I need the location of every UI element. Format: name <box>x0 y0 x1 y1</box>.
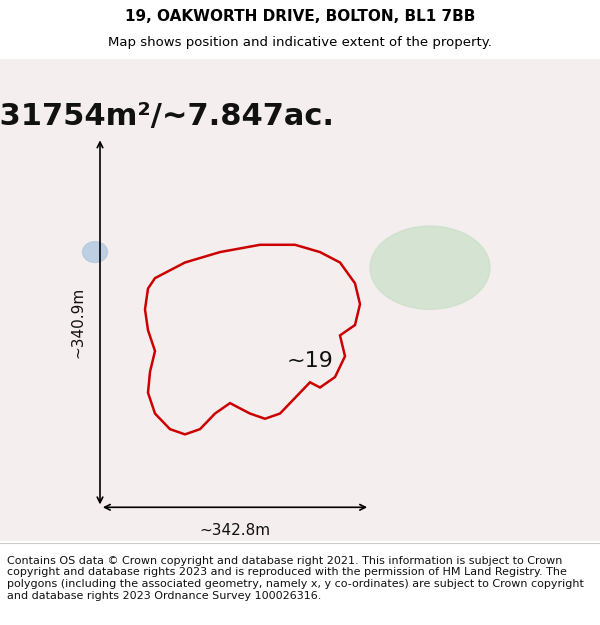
Text: ~342.8m: ~342.8m <box>199 523 271 538</box>
Ellipse shape <box>83 242 107 262</box>
Text: ~31754m²/~7.847ac.: ~31754m²/~7.847ac. <box>0 102 335 131</box>
Text: ~19: ~19 <box>287 351 334 371</box>
Text: Map shows position and indicative extent of the property.: Map shows position and indicative extent… <box>108 36 492 49</box>
Text: ~340.9m: ~340.9m <box>71 287 86 358</box>
Text: 19, OAKWORTH DRIVE, BOLTON, BL1 7BB: 19, OAKWORTH DRIVE, BOLTON, BL1 7BB <box>125 9 475 24</box>
Text: Contains OS data © Crown copyright and database right 2021. This information is : Contains OS data © Crown copyright and d… <box>7 556 584 601</box>
Ellipse shape <box>370 226 490 309</box>
